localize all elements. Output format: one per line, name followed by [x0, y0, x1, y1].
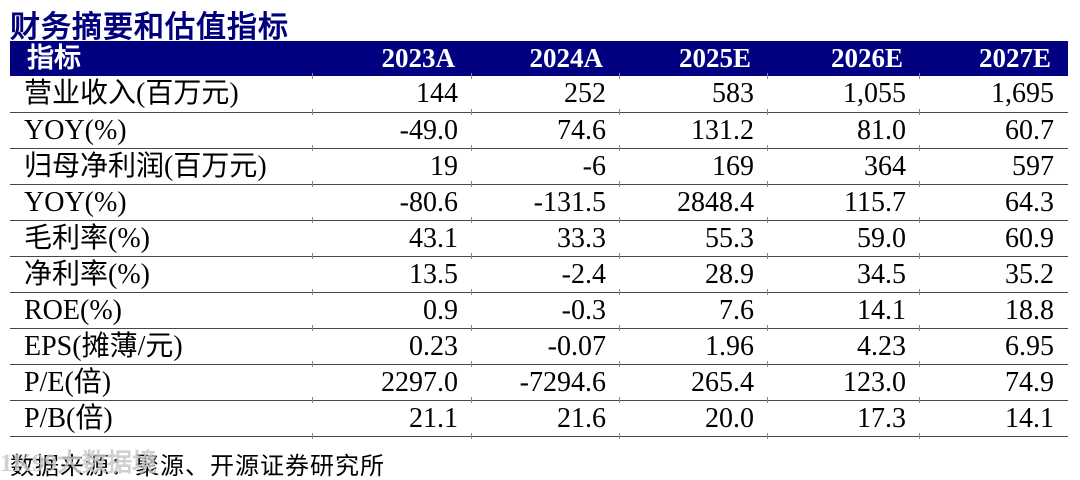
table-row: EPS(摊薄/元) 0.23 -0.07 1.96 4.23 6.95 — [10, 328, 1068, 366]
table-row: 归母净利润(百万元) 19 -6 169 364 597 — [10, 148, 1068, 186]
metric-label: 营业收入(百万元) — [10, 76, 313, 113]
header-2026e: 2026E — [767, 41, 920, 79]
metric-value: 597 — [919, 148, 1068, 186]
header-2025e: 2025E — [619, 41, 768, 79]
metric-value: 1,695 — [919, 76, 1068, 115]
metric-value: 55.3 — [619, 220, 768, 258]
metric-value: 60.7 — [919, 112, 1068, 150]
metric-value: -80.6 — [312, 184, 472, 222]
metric-value: 74.9 — [919, 364, 1068, 402]
metric-value: 81.0 — [767, 112, 920, 150]
metric-value: 144 — [312, 76, 472, 115]
metric-label: P/E(倍) — [10, 364, 313, 401]
metric-value: -0.07 — [471, 328, 620, 366]
table-row: P/E(倍) 2297.0 -7294.6 265.4 123.0 74.9 — [10, 364, 1068, 402]
metric-label: 毛利率(%) — [10, 220, 313, 257]
metric-value: 6.95 — [919, 328, 1068, 366]
metric-value: 0.9 — [312, 292, 472, 330]
header-metric: 指标 — [10, 41, 313, 76]
table-row: ROE(%) 0.9 -0.3 7.6 14.1 18.8 — [10, 292, 1068, 330]
metric-value: 14.1 — [767, 292, 920, 330]
metric-label: EPS(摊薄/元) — [10, 328, 313, 365]
header-2023a: 2023A — [312, 41, 472, 79]
metric-label: 归母净利润(百万元) — [10, 148, 313, 185]
metric-value: -0.3 — [471, 292, 620, 330]
header-2027e: 2027E — [919, 41, 1068, 79]
metric-value: 74.6 — [471, 112, 620, 150]
header-2024a: 2024A — [471, 41, 620, 79]
metric-value: -6 — [471, 148, 620, 186]
metric-value: -2.4 — [471, 256, 620, 294]
metric-value: 265.4 — [619, 364, 768, 402]
metric-value: 64.3 — [919, 184, 1068, 222]
metric-value: 33.3 — [471, 220, 620, 258]
table-row: 营业收入(百万元) 144 252 583 1,055 1,695 — [10, 76, 1068, 115]
metric-value: 364 — [767, 148, 920, 186]
metric-value: 28.9 — [619, 256, 768, 294]
metric-value: 20.0 — [619, 400, 768, 438]
metric-value: 0.23 — [312, 328, 472, 366]
metric-value: 17.3 — [767, 400, 920, 438]
metric-value: 2297.0 — [312, 364, 472, 402]
table-header-row: 指标 2023A 2024A 2025E 2026E 2027E — [10, 41, 1068, 79]
metric-value: -49.0 — [312, 112, 472, 150]
table-row: P/B(倍) 21.1 21.6 20.0 17.3 14.1 — [10, 400, 1068, 438]
table-row: 毛利率(%) 43.1 33.3 55.3 59.0 60.9 — [10, 220, 1068, 258]
watermark: 1K99大数据境 — [0, 450, 157, 477]
metric-value: 35.2 — [919, 256, 1068, 294]
metric-label: YOY(%) — [10, 184, 313, 221]
metric-value: 21.6 — [471, 400, 620, 438]
metric-value: 131.2 — [619, 112, 768, 150]
metric-label: ROE(%) — [10, 292, 313, 329]
metric-value: 21.1 — [312, 400, 472, 438]
metric-value: 59.0 — [767, 220, 920, 258]
metric-value: 123.0 — [767, 364, 920, 402]
financial-summary-table: 指标 2023A 2024A 2025E 2026E 2027E 营业收入(百万… — [10, 41, 1068, 438]
metric-value: 1.96 — [619, 328, 768, 366]
metric-value: 2848.4 — [619, 184, 768, 222]
metric-value: 34.5 — [767, 256, 920, 294]
metric-value: 252 — [471, 76, 620, 115]
metric-value: 19 — [312, 148, 472, 186]
metric-value: 4.23 — [767, 328, 920, 366]
page-title: 财务摘要和估值指标 — [10, 11, 289, 44]
table-row: 净利率(%) 13.5 -2.4 28.9 34.5 35.2 — [10, 256, 1068, 294]
metric-value: 7.6 — [619, 292, 768, 330]
metric-value: 115.7 — [767, 184, 920, 222]
metric-value: 43.1 — [312, 220, 472, 258]
metric-value: -131.5 — [471, 184, 620, 222]
metric-value: 13.5 — [312, 256, 472, 294]
metric-value: 169 — [619, 148, 768, 186]
metric-value: 18.8 — [919, 292, 1068, 330]
data-source-note: 数据来源：聚源、开源证券研究所 — [10, 454, 385, 480]
metric-value: 14.1 — [919, 400, 1068, 438]
metric-value: 1,055 — [767, 76, 920, 115]
metric-label: YOY(%) — [10, 112, 313, 149]
metric-label: 净利率(%) — [10, 256, 313, 293]
table-row: YOY(%) -80.6 -131.5 2848.4 115.7 64.3 — [10, 184, 1068, 222]
metric-value: 583 — [619, 76, 768, 115]
metric-value: -7294.6 — [471, 364, 620, 402]
metric-value: 60.9 — [919, 220, 1068, 258]
table-row: YOY(%) -49.0 74.6 131.2 81.0 60.7 — [10, 112, 1068, 150]
metric-label: P/B(倍) — [10, 400, 313, 437]
